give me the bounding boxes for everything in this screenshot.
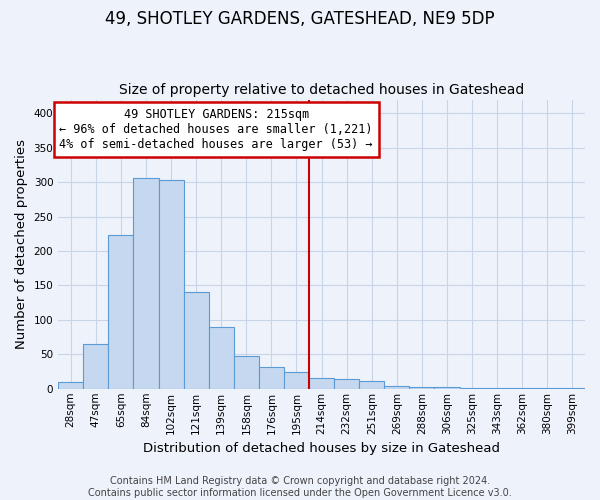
Bar <box>158 180 184 389</box>
Bar <box>334 379 359 389</box>
Text: 49, SHOTLEY GARDENS, GATESHEAD, NE9 5DP: 49, SHOTLEY GARDENS, GATESHEAD, NE9 5DP <box>105 10 495 28</box>
Bar <box>109 235 133 389</box>
Text: Contains HM Land Registry data © Crown copyright and database right 2024.
Contai: Contains HM Land Registry data © Crown c… <box>88 476 512 498</box>
Bar <box>485 388 510 389</box>
Bar <box>83 344 109 389</box>
Bar <box>460 388 485 389</box>
Bar <box>359 380 385 389</box>
Bar <box>284 372 309 389</box>
Bar <box>510 388 535 389</box>
Bar <box>133 178 158 389</box>
Bar <box>234 356 259 389</box>
Bar <box>58 382 83 389</box>
Bar <box>184 292 209 389</box>
Bar <box>309 378 334 389</box>
Bar <box>434 388 460 389</box>
Title: Size of property relative to detached houses in Gateshead: Size of property relative to detached ho… <box>119 83 524 97</box>
Bar <box>385 386 409 389</box>
Bar <box>409 386 434 389</box>
Text: 49 SHOTLEY GARDENS: 215sqm
← 96% of detached houses are smaller (1,221)
4% of se: 49 SHOTLEY GARDENS: 215sqm ← 96% of deta… <box>59 108 373 151</box>
Bar <box>535 388 560 389</box>
Y-axis label: Number of detached properties: Number of detached properties <box>15 139 28 349</box>
X-axis label: Distribution of detached houses by size in Gateshead: Distribution of detached houses by size … <box>143 442 500 455</box>
Bar <box>209 327 234 389</box>
Bar <box>560 388 585 389</box>
Bar <box>259 368 284 389</box>
